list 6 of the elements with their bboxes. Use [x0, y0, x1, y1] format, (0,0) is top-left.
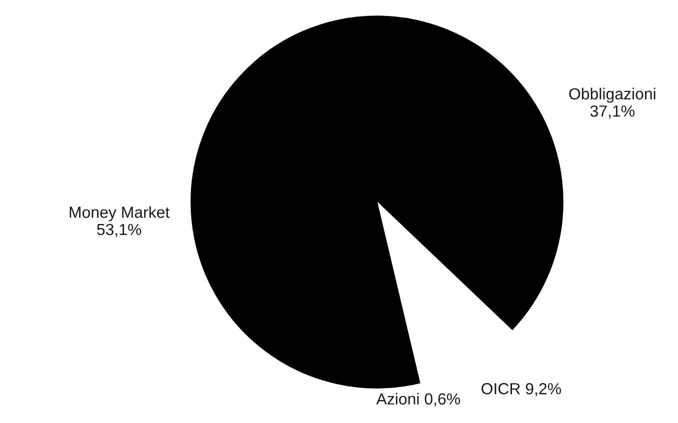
slice-label: OICR 9,2%	[482, 383, 561, 396]
slice-label: Obbligazioni	[569, 88, 656, 103]
slice-label: Azioni 0,6%	[376, 392, 460, 406]
slice-label: Money Market	[70, 206, 170, 222]
data-label: 53,1%	[97, 224, 142, 238]
data-label: 37,1%	[590, 105, 634, 119]
